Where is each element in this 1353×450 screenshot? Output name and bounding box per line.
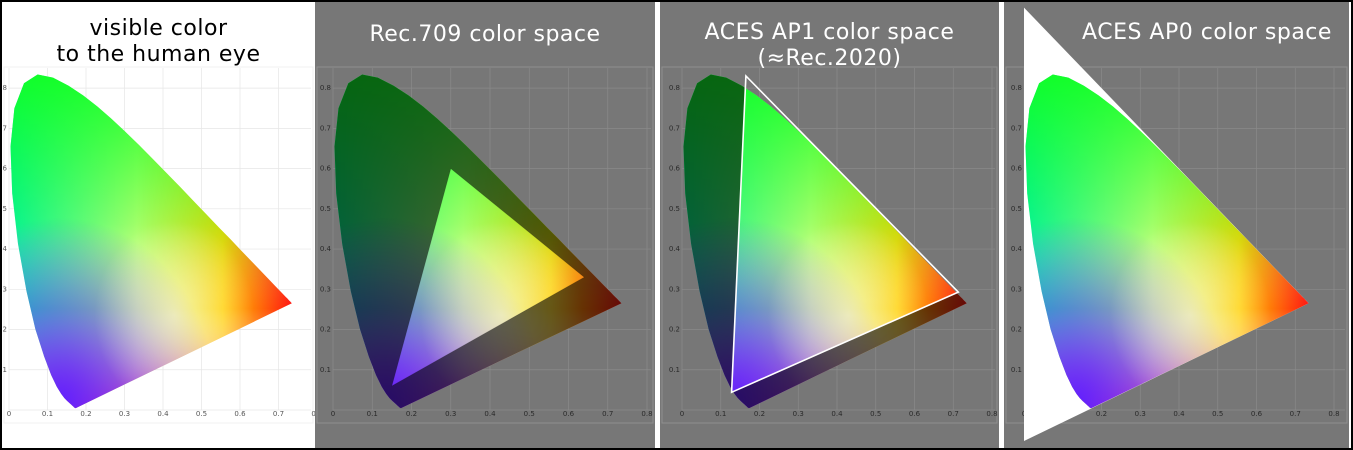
panel-separator	[655, 2, 660, 448]
y-tick-label: 0.7	[320, 124, 331, 132]
x-tick-label: 0.8	[641, 410, 652, 418]
panel-rec709: 0 0.1 0.2 0.3 0.4 0.5 0.6 0.7 0.8 0.1 0.2 0.3 0.4 0.5…	[315, 2, 655, 448]
x-tick-label: 0.5	[870, 410, 881, 418]
x-tick-label: 0.7	[948, 410, 959, 418]
x-tick-label: 0.3	[119, 410, 130, 418]
y-tick-label: 0.4	[2, 245, 8, 253]
title-ap1: ACES AP1 color space (≈Rec.2020)	[660, 20, 999, 72]
y-tick-label: 0.4	[669, 245, 681, 253]
y-tick-label: 0.2	[2, 326, 7, 334]
title-visible: visible color to the human eye	[2, 16, 315, 68]
x-tick-label: 0.4	[1173, 410, 1185, 418]
x-tick-label: 0.4	[157, 410, 169, 418]
y-tick-label: 0.7	[669, 124, 680, 132]
plot-frame	[3, 66, 314, 424]
y-tick-label: 0.2	[669, 326, 680, 334]
y-tick-label: 0.2	[320, 326, 331, 334]
x-tick-label: 0.3	[1135, 410, 1146, 418]
y-tick-label: 0.3	[320, 285, 331, 293]
out-of-gamut-shade	[683, 74, 967, 409]
x-tick-label: 0.7	[273, 410, 284, 418]
y-tick-label: 0.7	[2, 124, 7, 132]
x-tick-label: 0.4	[484, 410, 496, 418]
panel-visible: 0 0.1 0.2 0.3 0.4 0.5 0.6 0.7 0.8 0.1 0.2 0.3 0.4 0.5…	[2, 66, 315, 424]
x-tick-label: 0.5	[196, 410, 207, 418]
y-tick-label: 0.6	[320, 165, 332, 173]
plot-frame	[1005, 66, 1348, 424]
x-tick-label: 0.1	[715, 410, 726, 418]
panel-ap0: 00.10.20.30.40.50.60.70.80.10.20.30.40.5…	[1004, 2, 1349, 448]
out-of-gamut-shade	[334, 74, 622, 409]
x-tick-label: 0.8	[311, 410, 315, 418]
y-tick-label: 0.8	[669, 84, 680, 92]
x-tick-label: 0.5	[1212, 410, 1223, 418]
x-tick-label: 0.1	[42, 410, 53, 418]
x-tick-label: 0.6	[563, 410, 575, 418]
plot-frame	[316, 66, 654, 424]
x-tick-label: 0.6	[1251, 410, 1263, 418]
x-tick-label: 0.4	[831, 410, 843, 418]
title-line: ACES AP1 color space	[704, 20, 955, 45]
x-tick-label: 0.2	[1096, 410, 1107, 418]
x-tick-label: 0	[7, 410, 11, 418]
y-tick-label: 0.3	[1011, 285, 1022, 293]
x-tick-label: 0.8	[986, 410, 997, 418]
y-tick-label: 0.1	[669, 366, 680, 374]
panel-ap1: 0 0.1 0.2 0.3 0.4 0.5 0.6 0.7 0.8 0.1 0.2 0.3 0.4 0.5…	[660, 2, 999, 448]
x-tick-label: 0.5	[524, 410, 535, 418]
title-line: (≈Rec.2020)	[757, 46, 902, 71]
x-tick-label: 0.6	[234, 410, 246, 418]
y-tick-label: 0.5	[1011, 205, 1022, 213]
x-tick-label: 0	[680, 410, 684, 418]
y-tick-label: 0.3	[669, 285, 680, 293]
y-tick-label: 0.6	[669, 165, 681, 173]
title-rec709: Rec.709 color space	[315, 22, 655, 48]
panel-separator	[999, 2, 1004, 448]
x-tick-label: 0	[331, 410, 335, 418]
y-tick-label: 0.5	[320, 205, 331, 213]
x-tick-label: 0.7	[1290, 410, 1301, 418]
y-tick-label: 0.8	[320, 84, 331, 92]
title-line: ACES AP0 color space	[1082, 20, 1332, 45]
y-tick-label: 0.3	[2, 285, 7, 293]
x-tick-label: 0.3	[793, 410, 804, 418]
title-line: Rec.709 color space	[369, 22, 601, 47]
x-tick-label: 0.8	[1328, 410, 1339, 418]
y-tick-label: 0.1	[2, 366, 7, 374]
y-tick-label: 0.8	[1011, 84, 1022, 92]
y-tick-label: 0.6	[1011, 165, 1023, 173]
x-tick-label: 0.1	[367, 410, 378, 418]
x-tick-label: 0.2	[80, 410, 91, 418]
gamut-triangle	[730, 74, 960, 394]
y-tick-label: 0.4	[320, 245, 332, 253]
title-line: visible color	[89, 16, 228, 41]
spectral-locus	[10, 74, 292, 409]
title-ap0: ACES AP0 color space	[1042, 20, 1353, 46]
y-tick-label: 0.1	[1011, 366, 1022, 374]
x-tick-label: 0.2	[406, 410, 417, 418]
y-tick-label: 0.2	[1011, 326, 1022, 334]
x-tick-label: 0.7	[602, 410, 613, 418]
y-tick-label: 0.6	[2, 165, 8, 173]
title-line: to the human eye	[56, 42, 261, 67]
y-tick-label: 0.5	[669, 205, 680, 213]
gamut-triangle	[391, 167, 585, 387]
y-tick-label: 0.7	[1011, 124, 1022, 132]
x-tick-label: 0.2	[754, 410, 765, 418]
y-tick-label: 0.8	[2, 84, 7, 92]
y-tick-label: 0.5	[2, 205, 7, 213]
x-tick-label: 0.6	[909, 410, 921, 418]
y-tick-label: 0.1	[320, 366, 331, 374]
y-tick-label: 0.4	[1011, 245, 1023, 253]
x-tick-label: 0.3	[445, 410, 456, 418]
plot-frame	[661, 66, 998, 424]
